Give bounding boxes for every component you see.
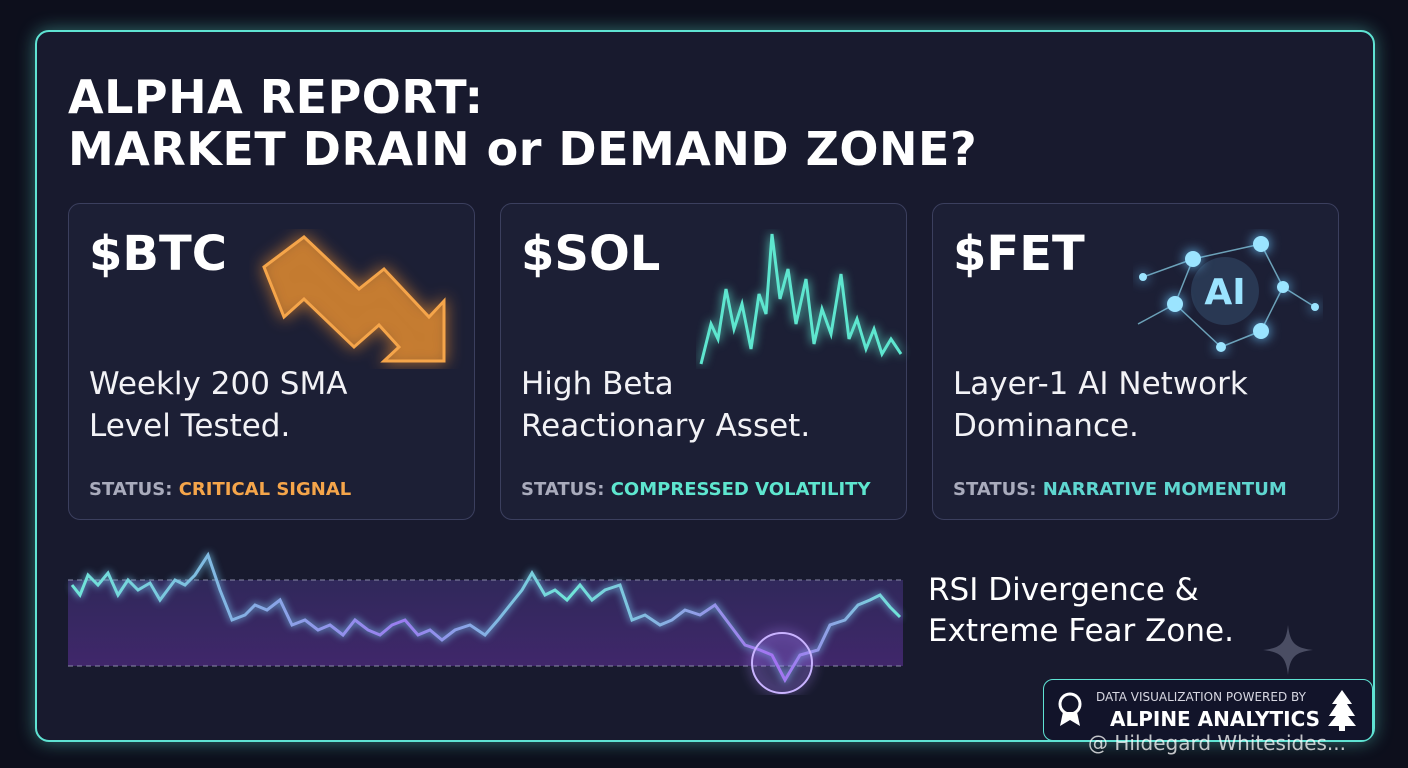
status: STATUS: CRITICAL SIGNAL [89, 479, 351, 500]
volatility-sparkline [699, 233, 903, 365]
badge-kicker: DATA VISUALIZATION POWERED BY [1096, 690, 1306, 704]
ticker: $SOL [521, 226, 661, 282]
down-arrow-icon [262, 235, 446, 363]
status-label: STATUS: [953, 479, 1037, 500]
tree-icon [1328, 690, 1356, 731]
status-value: CRITICAL SIGNAL [178, 479, 352, 500]
description: Level Tested. [89, 408, 291, 444]
medal-icon [1058, 692, 1082, 726]
rsi-caption: RSI Divergence & [928, 572, 1199, 608]
description: Dominance. [953, 408, 1139, 444]
description: Weekly 200 SMA [89, 366, 348, 402]
watermark: @ Hildegard Whitesides... [1088, 731, 1347, 755]
ai-network-icon: AI [1137, 236, 1319, 352]
title-line: ALPHA REPORT: [68, 70, 484, 124]
status: STATUS: COMPRESSED VOLATILITY [521, 479, 871, 500]
rsi-chart [68, 551, 903, 694]
status-value: COMPRESSED VOLATILITY [610, 479, 871, 500]
title-line: MARKET DRAIN or DEMAND ZONE? [68, 122, 978, 176]
description: High Beta [521, 366, 674, 402]
card: $SOL High Beta Reactionary Asset. STATUS… [500, 203, 907, 520]
description: Reactionary Asset. [521, 408, 811, 444]
status-value: NARRATIVE MOMENTUM [1042, 479, 1287, 500]
status-label: STATUS: [521, 479, 605, 500]
ticker: $FET [953, 226, 1085, 282]
rsi-caption: Extreme Fear Zone. [928, 613, 1234, 649]
sparkle-icon [1263, 625, 1313, 675]
card: $BTC Weekly 200 SMA Level Tested. STATUS… [68, 203, 475, 520]
badge-brand: ALPINE ANALYTICS [1110, 707, 1321, 731]
description: Layer-1 AI Network [953, 366, 1248, 402]
ai-icon-label: AI [1204, 272, 1245, 313]
status: STATUS: NARRATIVE MOMENTUM [953, 479, 1287, 500]
card: $FET AI Layer-1 AI Network Dominance. ST… [932, 203, 1339, 520]
ticker: $BTC [89, 226, 227, 282]
brand-badge: DATA VISUALIZATION POWERED BY ALPINE ANA… [1043, 679, 1373, 741]
status-label: STATUS: [89, 479, 173, 500]
